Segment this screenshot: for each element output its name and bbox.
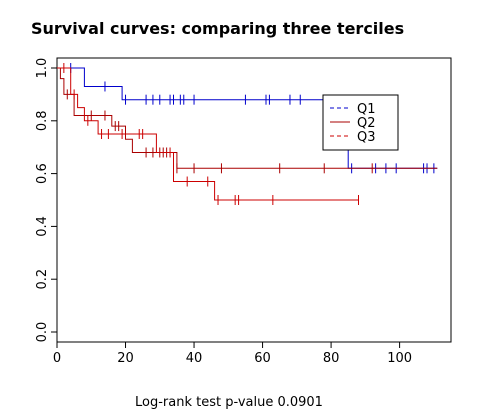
series-line-q1 xyxy=(57,67,438,169)
x-tick-label: 20 xyxy=(117,351,134,366)
plot-frame xyxy=(56,57,452,343)
legend-label-q3: Q3 xyxy=(357,130,376,145)
y-tick-label: 0.8 xyxy=(35,110,50,131)
legend-label-q1: Q1 xyxy=(357,102,376,117)
x-tick-label: 100 xyxy=(387,351,412,366)
legend-label-q2: Q2 xyxy=(357,116,376,131)
x-tick-label: 0 xyxy=(53,351,61,366)
x-tick-label: 40 xyxy=(186,351,203,366)
y-axis: 0.0 0.2 0.4 0.6 0.8 1.0 xyxy=(35,58,57,343)
chart-title: Survival curves: comparing three tercile… xyxy=(31,19,404,38)
y-tick-label: 0.6 xyxy=(35,163,50,184)
series-line-q2 xyxy=(57,67,438,169)
y-tick-label: 0.4 xyxy=(35,216,50,237)
x-tick-label: 80 xyxy=(323,351,340,366)
x-tick-label: 60 xyxy=(254,351,271,366)
y-tick-label: 0.0 xyxy=(35,322,50,343)
series-layer xyxy=(57,63,438,205)
footer-pvalue: Log-rank test p-value 0.0901 xyxy=(135,395,323,410)
x-axis: 0 20 40 60 80 100 xyxy=(53,342,412,366)
y-tick-label: 1.0 xyxy=(35,58,50,79)
y-tick-label: 0.2 xyxy=(35,269,50,290)
